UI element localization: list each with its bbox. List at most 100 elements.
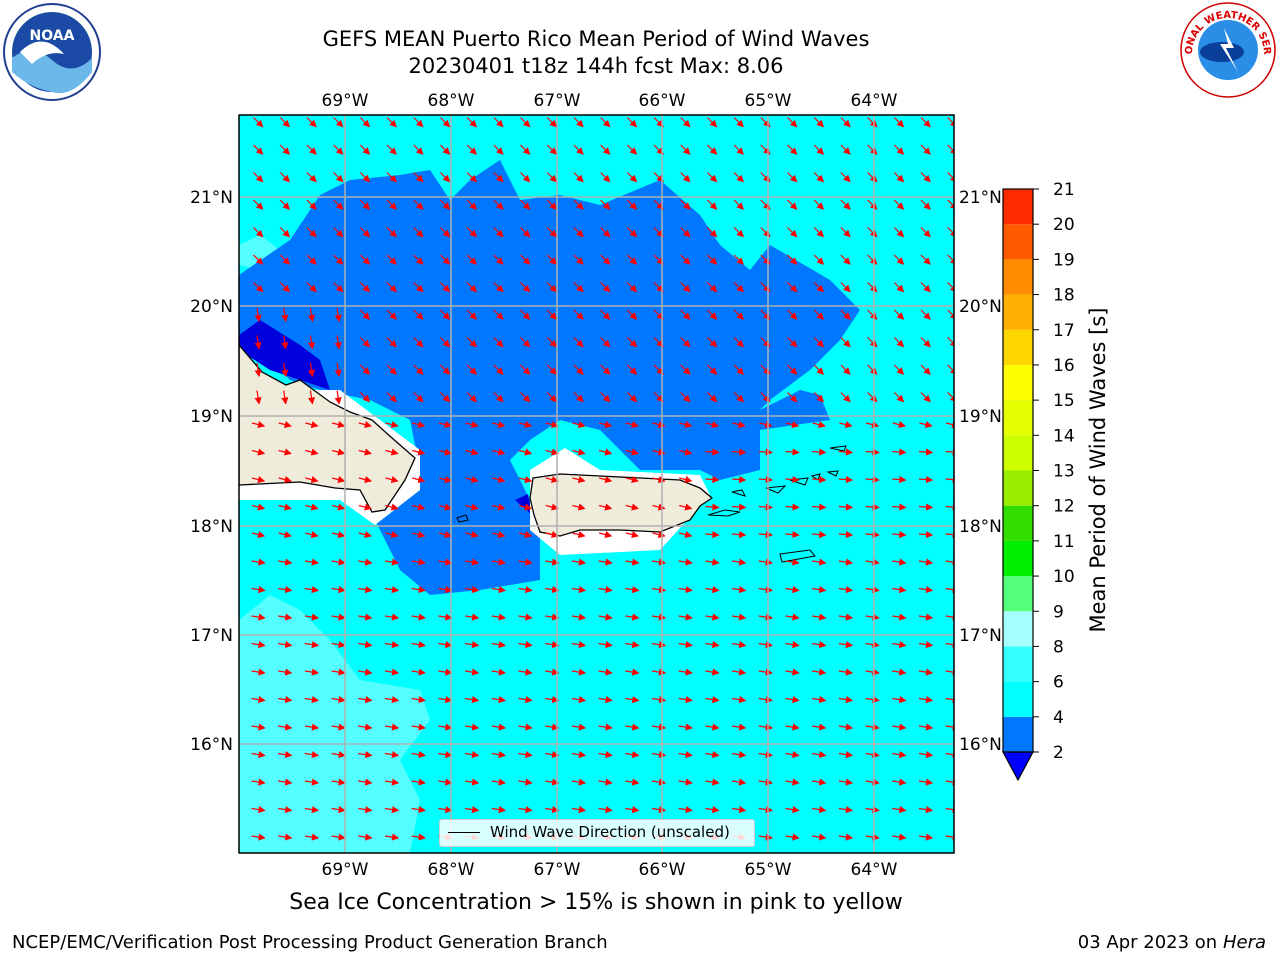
wave-direction-arrow [893,227,905,238]
lat-label-right: 20°N [959,297,1002,317]
wave-direction-arrow [412,448,426,456]
wave-direction-arrow [572,421,586,429]
wave-direction-arrow [278,613,293,621]
wave-direction-arrow [411,696,426,704]
wave-direction-arrow [678,586,693,594]
wave-direction-arrow [838,558,854,566]
wave-direction-arrow [439,172,451,183]
wave-direction-arrow [545,503,559,511]
wave-direction-arrow [838,613,854,621]
wave-direction-arrow [278,641,293,649]
wave-direction-arrow [386,364,397,375]
wave-direction-arrow [546,282,558,293]
wave-direction-arrow [253,199,264,210]
wave-direction-arrow [787,254,798,265]
wave-direction-arrow [358,806,373,814]
wave-direction-arrow [839,421,853,429]
wave-direction-arrow [278,723,293,731]
wave-direction-arrow [306,199,317,210]
wave-direction-arrow [947,392,954,403]
wave-direction-arrow [626,117,638,128]
wave-direction-arrow [359,392,371,403]
wave-direction-arrow [680,337,691,348]
wave-direction-arrow [600,309,611,320]
wave-direction-arrow [787,364,798,375]
wave-direction-arrow [785,475,800,484]
wave-direction-arrow [573,392,584,403]
wave-direction-arrow [411,586,426,594]
wave-direction-arrow [492,531,506,539]
wave-direction-arrow [812,613,827,621]
wave-direction-arrow [838,586,854,594]
wave-direction-arrow [651,586,667,594]
wave-direction-arrow [892,421,906,429]
hispaniola-landmass [239,343,416,513]
wave-direction-arrow [358,696,373,704]
wave-direction-arrow [865,586,880,594]
wave-direction-arrow [384,641,400,649]
wave-direction-arrow [386,309,397,320]
wave-direction-arrow [732,751,747,759]
wave-direction-arrow [465,806,480,814]
wave-direction-arrow [865,723,880,731]
wave-direction-arrow [813,337,825,348]
wave-direction-arrow [331,723,346,731]
wave-direction-arrow [518,531,533,539]
wave-direction-arrow [520,254,531,265]
colorbar-band [1003,259,1033,295]
wave-direction-arrow [813,254,825,265]
wave-direction-arrow [732,558,747,566]
wave-direction-arrow [412,421,426,429]
wave-direction-arrow [281,335,289,350]
wave-direction-arrow [893,337,905,348]
wave-direction-arrow [706,199,718,210]
svg-text:NOAA: NOAA [30,28,75,44]
wave-direction-arrow [945,448,954,456]
wave-direction-arrow [705,475,720,484]
colorbar-tick-label: 15 [1053,391,1075,411]
wave-direction-arrow [732,613,747,621]
wave-direction-arrow [333,254,344,265]
wave-direction-arrow [865,448,880,456]
wave-direction-arrow [732,503,747,511]
wave-direction-arrow [785,586,800,594]
wave-direction-arrow [600,199,611,210]
wave-direction-arrow [758,558,773,566]
wave-direction-arrow [251,806,266,814]
wave-direction-arrow [625,531,639,539]
wave-direction-arrow [945,558,954,566]
wave-direction-arrow [411,723,426,731]
wave-direction-arrow [251,586,266,594]
wave-direction-arrow [598,806,613,814]
wave-direction-arrow [892,530,907,539]
wave-direction-arrow [384,613,400,621]
wave-direction-arrow [651,641,667,649]
wave-direction-arrow [438,421,453,429]
colorbar-band [1003,716,1033,752]
wave-direction-arrow [465,586,480,594]
wave-direction-arrow [706,254,718,265]
wave-direction-arrow [386,172,397,183]
wave-direction-arrow [785,751,800,759]
wave-direction-arrow [305,476,319,484]
wave-direction-arrow [812,751,827,759]
wave-direction-arrow [920,309,931,320]
wave-direction-arrow [680,282,691,293]
wave-direction-arrow [813,282,825,293]
wave-direction-arrow [466,199,477,210]
wave-direction-arrow [278,806,293,814]
wave-direction-arrow [491,751,506,759]
wave-direction-arrow [733,254,744,265]
wave-direction-arrow [331,558,346,566]
wave-direction-arrow [733,199,744,210]
wave-direction-arrow [545,421,559,429]
wave-direction-arrow [358,833,373,841]
wave-direction-arrow [758,530,773,539]
lat-label-right: 17°N [959,626,1002,646]
wave-direction-arrow [626,392,638,403]
colorbar-tick-label: 8 [1053,637,1064,657]
wave-direction-arrow [732,806,747,814]
wave-direction-arrow [732,778,747,786]
wave-direction-arrow [359,364,371,375]
wave-direction-arrow [438,531,453,539]
